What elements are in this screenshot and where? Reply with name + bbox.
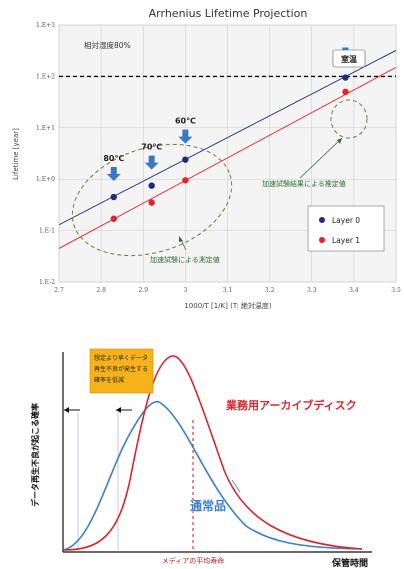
callout-box — [89, 348, 154, 394]
temp-arrow — [106, 167, 121, 182]
x-tick-label: 3.1 — [223, 287, 233, 294]
normal-product-curve — [62, 400, 363, 551]
data-point-series-0 — [342, 74, 349, 81]
shift-arrow-right-head — [116, 407, 121, 413]
y-tick-label: 1.E+1 — [36, 125, 55, 132]
legend-label-layer0: Layer 0 — [332, 216, 360, 225]
x-tick-label: 3.4 — [349, 287, 359, 294]
callout-text-line: 想定より早くデータ — [94, 354, 148, 362]
x-tick-label: 3.3 — [307, 287, 317, 294]
reliability-curve-chart: メディアの平均寿命 想定より早くデータ再生不良が発生する確率を低減 業務用アーカ… — [30, 348, 372, 569]
mean-life-label: メディアの平均寿命 — [162, 556, 225, 565]
x-tick-label: 2.8 — [96, 287, 106, 294]
estimated-annotation-line — [299, 137, 343, 179]
measured-group-ellipse — [71, 143, 233, 257]
data-point-series-0 — [110, 193, 117, 201]
temp-label: 60℃ — [175, 117, 196, 126]
x-tick-label: 2.7 — [54, 287, 64, 294]
data-point-series-1 — [182, 177, 189, 184]
data-point-series-0 — [148, 182, 155, 189]
normal-product-pointer — [231, 479, 241, 493]
archive-disc-curve — [62, 355, 363, 551]
arrhenius-grid — [58, 24, 397, 283]
x-tick-label: 3.5 — [391, 287, 401, 294]
x-tick-label: 3.2 — [265, 287, 275, 294]
x-tick-label: 3 — [183, 287, 187, 294]
data-point-series-1 — [110, 215, 117, 222]
y-tick-label: 1.E+3 — [36, 22, 55, 29]
arrhenius-x-ticks: 2.7 2.8 2.9 3 3.1 3.2 3.3 3.4 3.5 — [54, 287, 401, 294]
humidity-condition-label: 相対湿度80% — [84, 40, 131, 50]
arrhenius-legend: Layer 0 Layer 1 — [307, 205, 385, 252]
shift-arrow-left-head — [64, 407, 69, 413]
legend-box — [307, 205, 385, 252]
legend-swatch-layer0 — [319, 217, 325, 223]
measured-annotation: 加速試験による測定値 — [150, 255, 220, 264]
callout-text: 想定より早くデータ再生不良が発生する確率を低減 — [94, 354, 148, 384]
c2-x-axis-label: 保管時間 — [331, 557, 368, 569]
arrhenius-y-axis-label: Lifetime [year] — [12, 128, 20, 180]
temp-arrow — [178, 129, 193, 144]
archive-disc-label: 業務用アーカイブディスク — [225, 398, 357, 412]
arrhenius-chart: Arrhenius Lifetime Projection 1.E-2 1.E-1… — [12, 7, 401, 310]
callout-text-line: 確率を低減 — [94, 376, 124, 384]
temp-arrow — [144, 155, 159, 170]
room-temp-label: 室温 — [341, 54, 357, 64]
estimated-group-ellipse — [330, 99, 368, 139]
data-point-series-1 — [148, 199, 155, 206]
temp-label: 80℃ — [103, 154, 124, 163]
measured-annotation-arrowhead — [179, 236, 183, 242]
x-tick-label: 2.9 — [138, 287, 148, 294]
room-temp-box — [332, 49, 366, 68]
temp-label: 70℃ — [141, 143, 162, 152]
y-tick-label: 1.E+0 — [36, 176, 55, 183]
estimated-annotation-arrowhead — [337, 138, 342, 144]
y-tick-label: 1.E-2 — [39, 279, 55, 286]
c2-y-axis-label: データ再生不良が起こる確率 — [30, 403, 40, 507]
y-tick-label: 1.E+2 — [36, 73, 55, 80]
arrhenius-y-ticks: 1.E-2 1.E-1 1.E+0 1.E+1 1.E+2 1.E+3 — [36, 22, 55, 286]
y-tick-label: 1.E-1 — [39, 228, 55, 235]
normal-product-label: 通常品 — [190, 498, 226, 513]
estimated-annotation: 加速試験結果による推定値 — [262, 179, 346, 188]
arrhenius-x-axis-label: 1000/T [1/K] (T: 絶対温度) — [184, 301, 272, 310]
callout-text-line: 再生不良が発生する — [94, 365, 148, 373]
legend-swatch-layer1 — [319, 237, 325, 243]
arrhenius-title: Arrhenius Lifetime Projection — [149, 7, 308, 20]
data-point-series-0 — [182, 156, 189, 163]
legend-label-layer1: Layer 1 — [332, 236, 360, 245]
arrhenius-data-points — [110, 74, 349, 222]
data-point-series-1 — [342, 88, 349, 96]
